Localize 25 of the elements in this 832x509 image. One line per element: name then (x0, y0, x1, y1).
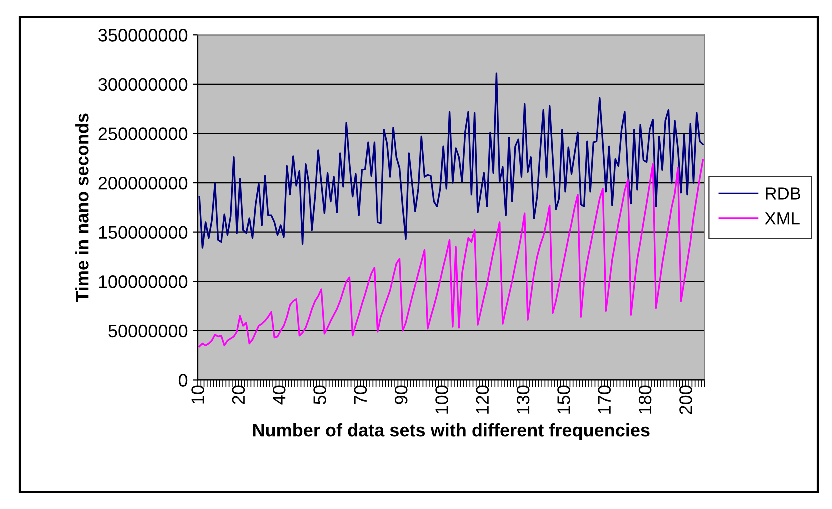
x-tick-label: 180 (638, 386, 652, 414)
y-tick-label: 0 (178, 374, 188, 387)
y-axis-title: Time in nano seconds (76, 114, 89, 302)
x-tick-label: 150 (558, 386, 570, 414)
x-tick-label: 200 (680, 386, 692, 414)
y-tick-label: 250000000 (98, 128, 188, 140)
y-tick-label: 200000000 (98, 176, 188, 190)
x-tick-label: 50 (314, 386, 326, 404)
x-axis-title: Number of data sets with different frequencies (253, 424, 650, 440)
legend-label: RDB (766, 188, 800, 200)
y-tick-label: 350000000 (98, 29, 188, 42)
x-tick-label: 90 (394, 386, 408, 404)
y-tick-label: 50000000 (108, 324, 188, 338)
x-tick-label: 120 (476, 386, 490, 414)
x-tick-label: 130 (516, 386, 530, 414)
x-tick-label: 10 (192, 386, 204, 404)
legend-label: XML (765, 212, 800, 225)
y-tick-label: 150000000 (99, 226, 188, 240)
x-tick-label: 100 (436, 386, 448, 414)
y-tick-label: 300000000 (98, 78, 188, 92)
x-tick-label: 40 (272, 386, 286, 405)
x-tick-label: 170 (598, 386, 612, 414)
x-tick-label: 70 (354, 386, 368, 404)
y-tick-label: 100000000 (99, 276, 188, 288)
x-tick-label: 20 (232, 386, 246, 404)
